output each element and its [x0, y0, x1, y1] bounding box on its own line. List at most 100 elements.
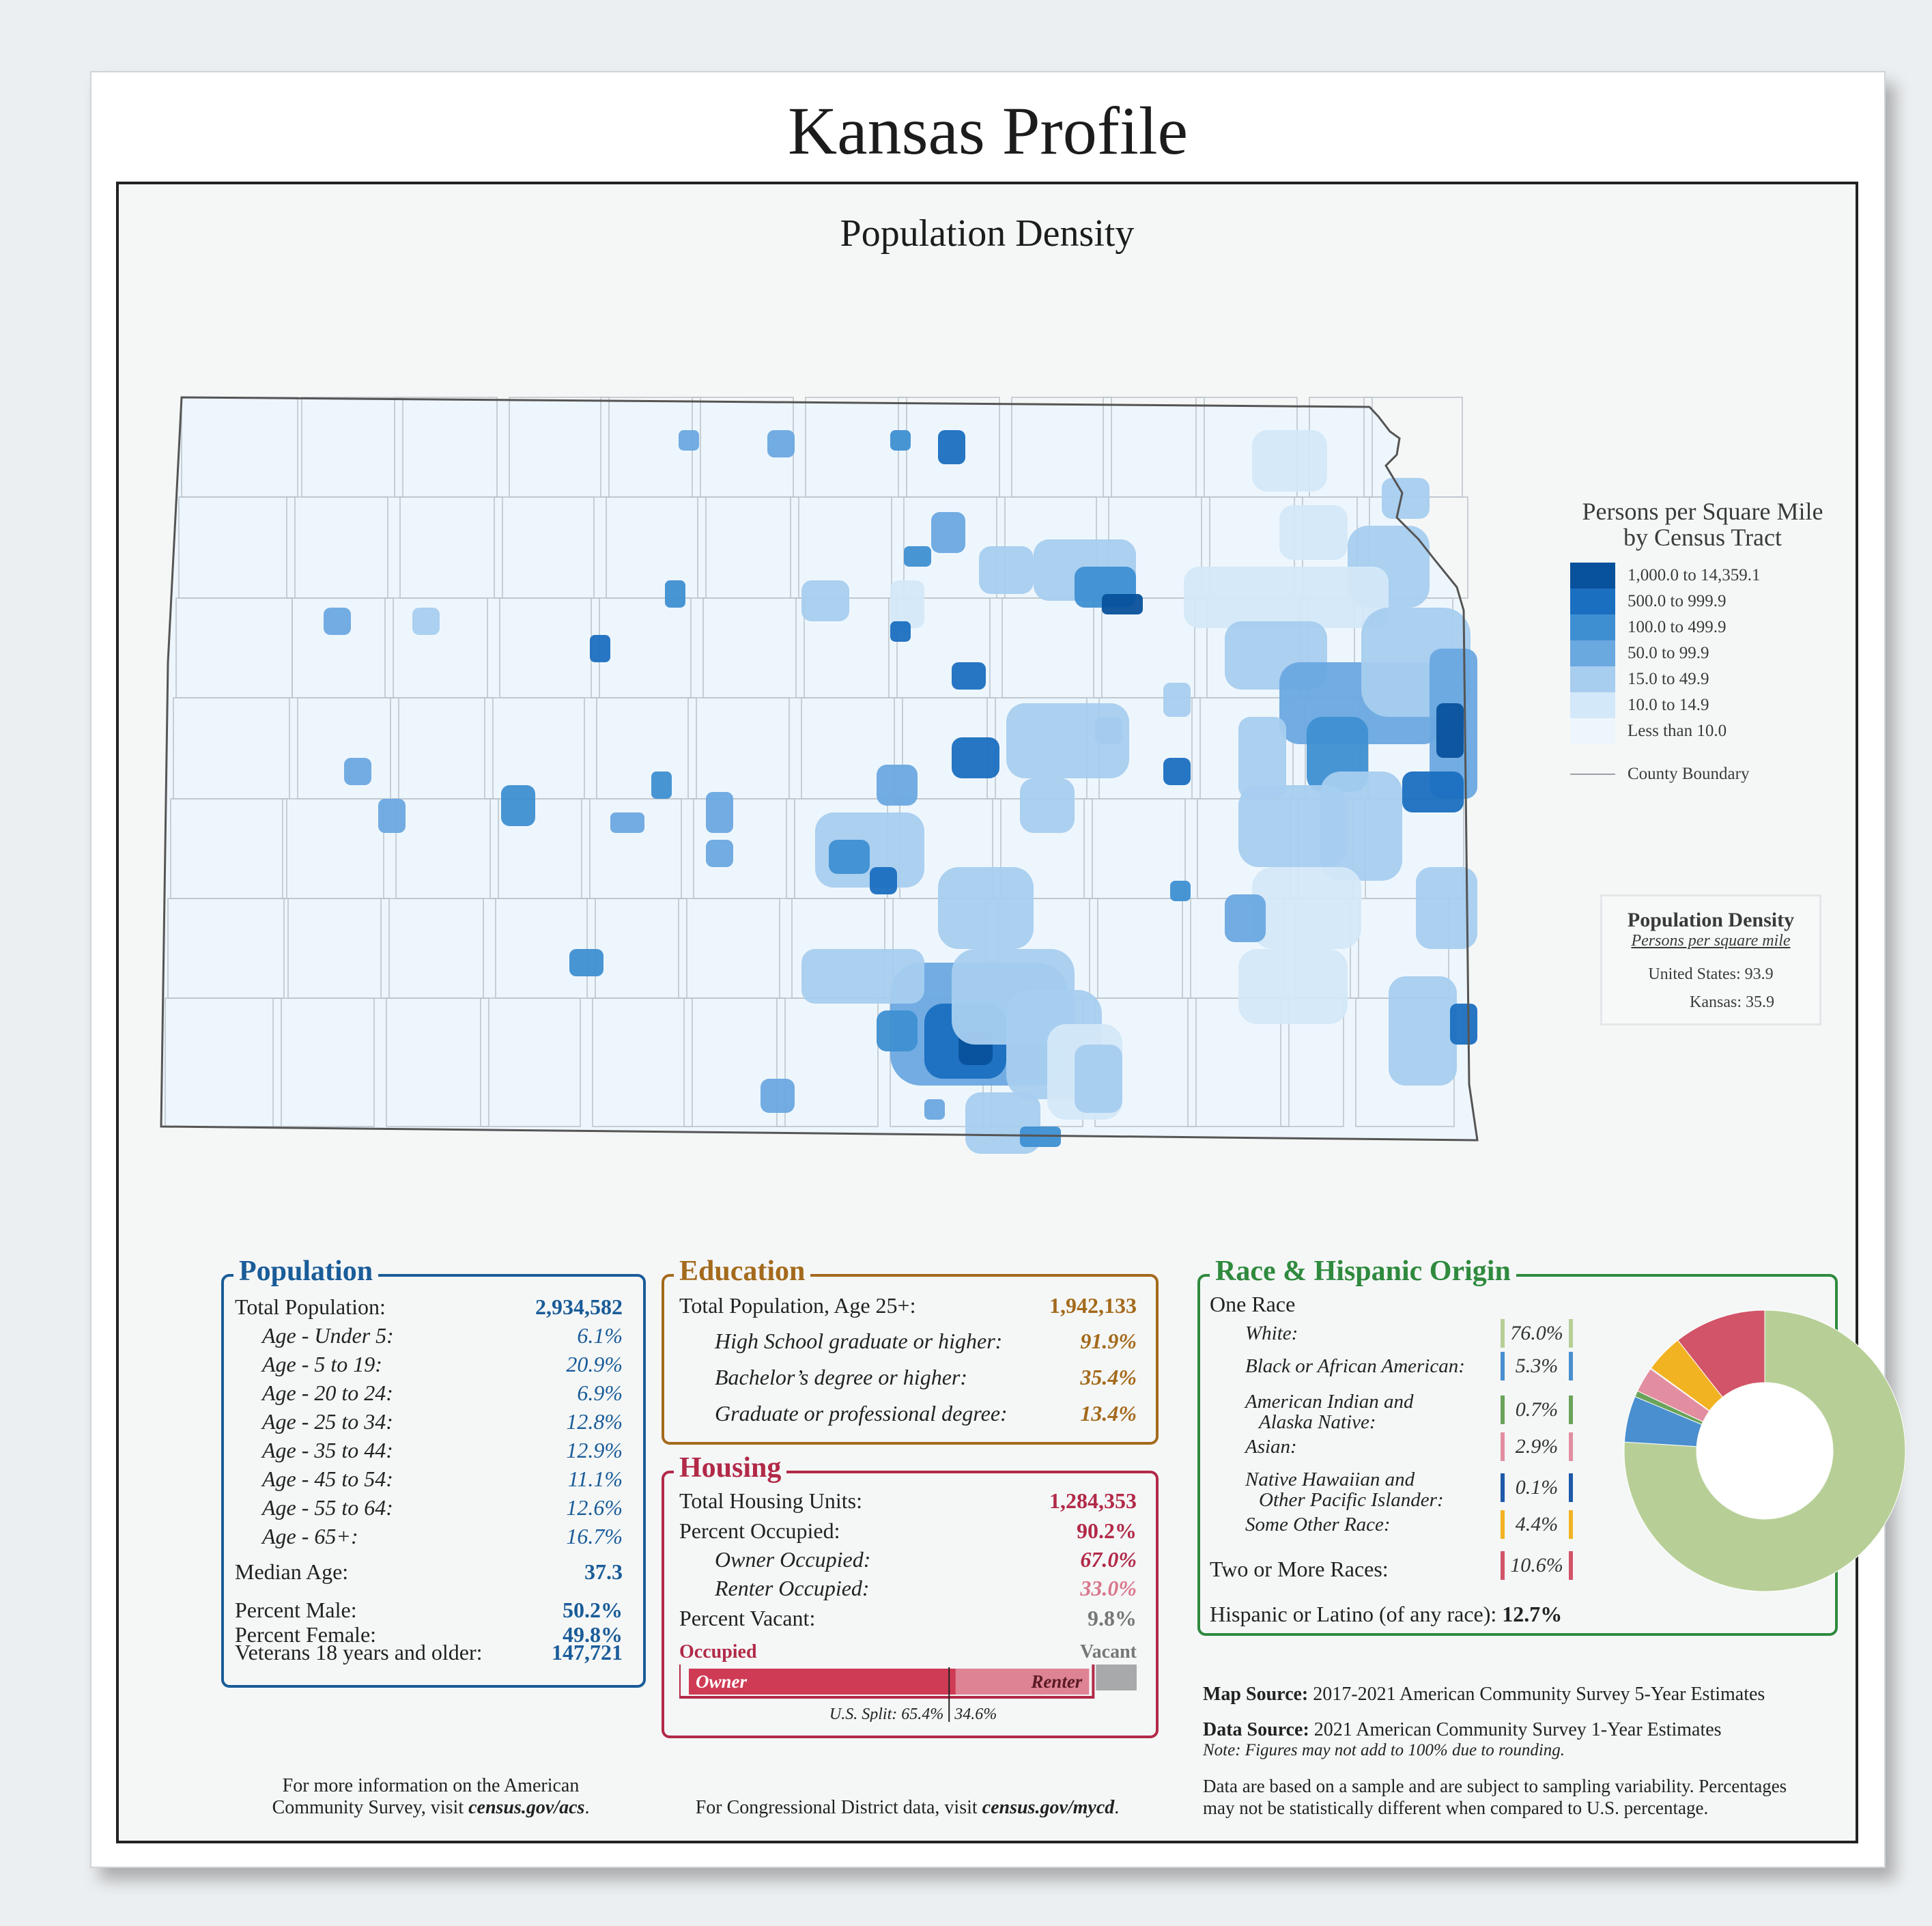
density-tract — [1416, 867, 1477, 949]
age-row: Age - 20 to 24: 6.9% — [235, 1380, 623, 1406]
age-row: Age - Under 5: 6.1% — [235, 1323, 623, 1348]
us-density-value: 93.9 — [1744, 965, 1774, 983]
owner-bar — [689, 1669, 956, 1695]
county-boundary — [480, 997, 581, 1127]
race-value: 4.4% — [1501, 1510, 1573, 1539]
density-tract — [1020, 778, 1075, 833]
age-value: 12.6% — [566, 1495, 623, 1520]
map-source-text: 2017-2021 American Community Survey 5-Ye… — [1313, 1684, 1765, 1705]
hispanic-value: 12.7% — [1502, 1602, 1563, 1626]
education-row: Graduate or professional degree: 13.4% — [679, 1401, 1137, 1426]
age-label: Age - Under 5: — [262, 1323, 394, 1348]
density-tract — [890, 430, 911, 451]
donut-slice — [1677, 1309, 1765, 1398]
density-tract — [501, 785, 535, 826]
density-tract — [801, 949, 924, 1004]
density-tract — [979, 546, 1034, 594]
density-tract — [890, 580, 924, 628]
cd-info: For Congressional District data, visit c… — [662, 1797, 1153, 1819]
density-tract — [1020, 1127, 1061, 1147]
total-population-value: 2,934,582 — [535, 1294, 623, 1319]
renter-bar-label: Renter — [1030, 1671, 1082, 1692]
acs-period: . — [584, 1797, 590, 1818]
county-boundary — [272, 997, 375, 1127]
density-tract — [767, 430, 795, 457]
vacant-bar — [1096, 1665, 1137, 1690]
acs-info-line1: For more information on the American — [282, 1775, 580, 1796]
education-value: 91.9% — [1080, 1329, 1137, 1353]
education-value: 13.4% — [1080, 1401, 1137, 1426]
race-label-line2: Other Pacific Islander: — [1259, 1489, 1444, 1511]
state-fill — [161, 397, 1477, 1140]
legend-swatch — [1570, 640, 1615, 666]
education-total-label: Total Population, Age 25+: — [679, 1293, 916, 1318]
percent-male-row: Percent Male: 50.2% — [235, 1598, 623, 1623]
density-tract — [938, 430, 965, 464]
median-age-label: Median Age: — [235, 1559, 349, 1584]
map-source: Map Source: 2017-2021 American Community… — [1203, 1684, 1886, 1705]
two-or-more-label: Two or More Races: — [1210, 1557, 1389, 1581]
race-value: 0.1% — [1501, 1473, 1573, 1502]
age-label: Age - 65+: — [262, 1524, 358, 1548]
density-tract — [1382, 478, 1430, 519]
legend-row: 500.0 to 999.9 — [1570, 589, 1853, 614]
percent-male-value: 50.2% — [563, 1598, 623, 1622]
age-row: Age - 55 to 64: 12.6% — [235, 1495, 623, 1520]
density-tract — [1279, 505, 1348, 560]
boundary-label: County Boundary — [1628, 765, 1750, 783]
acs-link[interactable]: census.gov/acs — [468, 1797, 585, 1818]
age-label: Age - 55 to 64: — [262, 1495, 393, 1520]
legend-title-line2: by Census Tract — [1623, 524, 1782, 551]
kansas-density-map — [160, 396, 1479, 1154]
density-box-subtitle: Persons per square mile — [1631, 932, 1791, 950]
race-label: White: — [1245, 1323, 1298, 1344]
density-tract — [1238, 717, 1286, 799]
median-age-row: Median Age: 37.3 — [235, 1559, 623, 1585]
density-tract — [1389, 976, 1457, 1086]
mycd-link[interactable]: census.gov/mycd — [982, 1797, 1115, 1818]
cd-period: . — [1114, 1797, 1120, 1818]
density-tract — [569, 949, 603, 976]
percent-female-row: Percent Female: 49.8% — [235, 1622, 623, 1647]
sampling-note-line1: Data are based on a sample and are subje… — [1203, 1776, 1787, 1796]
legend-label: Less than 10.0 — [1628, 722, 1727, 740]
percent-female-label: Percent Female: — [235, 1622, 377, 1647]
county-boundary — [386, 997, 489, 1127]
density-tract — [877, 765, 918, 806]
acs-info: For more information on the American Com… — [221, 1775, 640, 1819]
age-label: Age - 20 to 24: — [262, 1380, 393, 1405]
density-tract — [904, 546, 931, 567]
density-tract — [1184, 567, 1389, 628]
density-tract — [890, 621, 911, 642]
race-value: 0.7% — [1501, 1396, 1573, 1424]
occupied-bar-label: Occupied — [679, 1641, 757, 1662]
race-label-line2: Alaska Native: — [1259, 1411, 1376, 1433]
housing-total-row: Total Housing Units: 1,284,353 — [679, 1488, 1137, 1514]
density-tract — [412, 608, 440, 635]
rounding-note: Note: Figures may not add to 100% due to… — [1203, 1741, 1565, 1759]
education-total-row: Total Population, Age 25+: 1,942,133 — [679, 1293, 1137, 1318]
age-label: Age - 35 to 44: — [262, 1438, 393, 1462]
density-tract — [938, 867, 1034, 949]
density-tract — [1075, 1045, 1122, 1113]
age-value: 6.9% — [577, 1380, 623, 1405]
legend-row: 10.0 to 14.9 — [1570, 692, 1853, 718]
density-tracts — [324, 430, 1477, 1154]
housing-total-label: Total Housing Units: — [679, 1488, 862, 1513]
legend-row: 15.0 to 49.9 — [1570, 666, 1853, 692]
renter-occupied-row: Renter Occupied: 33.0% — [679, 1576, 1137, 1601]
density-tract — [1163, 758, 1191, 785]
density-tract — [590, 635, 610, 662]
total-population-label: Total Population: — [235, 1294, 386, 1319]
race-label-line1: Asian: — [1245, 1436, 1297, 1458]
owner-occupied-label: Owner Occupied: — [715, 1547, 871, 1572]
hispanic-label: Hispanic or Latino (of any race): — [1210, 1602, 1497, 1626]
housing-title: Housing — [674, 1451, 787, 1484]
two-or-more-value: 10.6% — [1501, 1551, 1573, 1580]
hispanic-row: Hispanic or Latino (of any race): 12.7% — [1210, 1602, 1562, 1627]
legend-boundary: County Boundary — [1570, 765, 1853, 784]
density-tract — [1402, 771, 1464, 812]
housing-total-value: 1,284,353 — [1049, 1488, 1137, 1513]
county-boundary — [592, 997, 693, 1127]
density-comparison-box: Population Density Persons per square mi… — [1600, 894, 1821, 1025]
